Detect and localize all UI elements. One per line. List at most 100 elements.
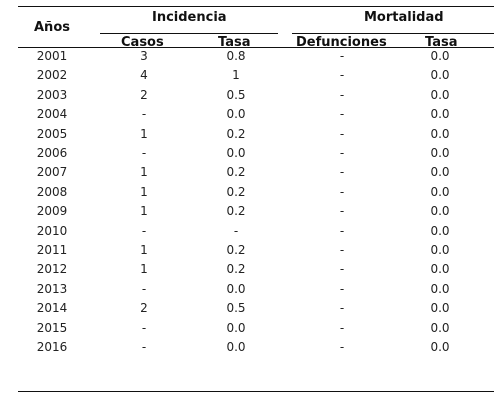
header-incidencia: Incidencia (152, 10, 227, 25)
cell-casos: - (141, 223, 147, 238)
header-mortalidad: Mortalidad (364, 10, 444, 25)
cell-casos: 1 (140, 165, 148, 180)
cell-tasa-mortalidad: 0.0 (430, 243, 450, 257)
cell-tasa-mortalidad: 0.0 (430, 223, 450, 238)
cell-tasa-mortalidad: 0.0 (430, 68, 450, 83)
cell-tasa-incidencia: 0.0 (226, 146, 246, 160)
cell-year: 2010 (36, 223, 68, 238)
cell-defunciones: - (339, 320, 345, 335)
header-defunciones: Defunciones (296, 35, 387, 50)
cell-defunciones: - (339, 243, 345, 257)
cell-tasa-mortalidad: 0.0 (430, 146, 450, 160)
cell-year: 2009 (36, 204, 68, 219)
cell-defunciones: - (339, 68, 345, 83)
table-bottom-rule (18, 391, 494, 392)
cell-year: 2012 (36, 262, 68, 277)
cell-year: 2003 (36, 87, 68, 102)
cell-casos: 2 (140, 87, 148, 102)
cell-tasa-incidencia: - (233, 223, 239, 238)
cell-tasa-incidencia: 0.8 (226, 49, 246, 63)
table-row: 2012 1 0.2 - 0.0 (0, 260, 502, 279)
table-row: 2010 - - - 0.0 (0, 222, 502, 241)
table-row: 2013 - 0.0 - 0.0 (0, 280, 502, 299)
cell-casos: 4 (140, 68, 148, 83)
header-years: Años (34, 20, 70, 35)
cell-defunciones: - (339, 223, 345, 238)
cell-casos: - (141, 146, 147, 160)
table-row: 2003 2 0.5 - 0.0 (0, 86, 502, 105)
cell-casos: 3 (140, 49, 148, 63)
cell-tasa-incidencia: 0.2 (226, 184, 246, 199)
cell-tasa-mortalidad: 0.0 (430, 87, 450, 102)
cell-casos: 1 (140, 126, 148, 141)
cell-tasa-incidencia: 0.0 (226, 281, 246, 296)
cell-defunciones: - (339, 49, 345, 63)
cell-tasa-mortalidad: 0.0 (430, 320, 450, 335)
cell-casos: 1 (140, 243, 148, 257)
cell-casos: - (141, 320, 147, 335)
table-row: 2006 - 0.0 - 0.0 (0, 144, 502, 163)
cell-year: 2006 (36, 146, 68, 160)
cell-year: 2001 (36, 49, 68, 63)
table-row: 2002 4 1 - 0.0 (0, 66, 502, 85)
table-row: 2015 - 0.0 - 0.0 (0, 319, 502, 338)
cell-casos: 1 (140, 204, 148, 219)
cell-tasa-mortalidad: 0.0 (430, 204, 450, 219)
cell-tasa-incidencia: 1 (232, 68, 240, 83)
cell-defunciones: - (339, 301, 345, 316)
cell-casos: - (141, 107, 147, 122)
cell-tasa-mortalidad: 0.0 (430, 340, 450, 354)
cell-tasa-mortalidad: 0.0 (430, 184, 450, 199)
cell-tasa-mortalidad: 0.0 (430, 49, 450, 63)
cell-year: 2005 (36, 126, 68, 141)
cell-tasa-mortalidad: 0.0 (430, 126, 450, 141)
cell-defunciones: - (339, 281, 345, 296)
cell-tasa-incidencia: 0.2 (226, 204, 246, 219)
table-row: 2014 2 0.5 - 0.0 (0, 299, 502, 318)
cell-year: 2011 (36, 243, 68, 257)
table-row: 2011 1 0.2 - 0.0 (0, 241, 502, 260)
cell-tasa-mortalidad: 0.0 (430, 301, 450, 316)
table-row: 2007 1 0.2 - 0.0 (0, 163, 502, 182)
cell-defunciones: - (339, 107, 345, 122)
cell-year: 2015 (36, 320, 68, 335)
cell-year: 2007 (36, 165, 68, 180)
cell-casos: - (141, 281, 147, 296)
mortalidad-group-rule (292, 33, 494, 34)
cell-tasa-incidencia: 0.0 (226, 340, 246, 354)
cell-defunciones: - (339, 87, 345, 102)
header-casos: Casos (121, 35, 164, 50)
table-row: 2005 1 0.2 - 0.0 (0, 125, 502, 144)
table-row: 2009 1 0.2 - 0.0 (0, 202, 502, 221)
cell-tasa-mortalidad: 0.0 (430, 165, 450, 180)
cell-tasa-mortalidad: 0.0 (430, 281, 450, 296)
cell-defunciones: - (339, 126, 345, 141)
table-top-rule (18, 6, 494, 7)
cell-tasa-incidencia: 0.5 (226, 301, 246, 316)
cell-tasa-mortalidad: 0.0 (430, 107, 450, 122)
cell-tasa-mortalidad: 0.0 (430, 262, 450, 277)
table-row: 2008 1 0.2 - 0.0 (0, 183, 502, 202)
cell-year: 2016 (36, 340, 68, 354)
cell-casos: 2 (140, 301, 148, 316)
cell-casos: 1 (140, 262, 148, 277)
cell-year: 2008 (36, 184, 68, 199)
cell-tasa-incidencia: 0.2 (226, 243, 246, 257)
table-row: 2004 - 0.0 - 0.0 (0, 105, 502, 124)
cell-tasa-incidencia: 0.5 (226, 87, 246, 102)
cell-year: 2002 (36, 68, 68, 83)
cell-tasa-incidencia: 0.0 (226, 320, 246, 335)
cell-defunciones: - (339, 146, 345, 160)
cell-year: 2013 (36, 281, 68, 296)
cell-tasa-incidencia: 0.2 (226, 262, 246, 277)
cell-casos: - (141, 340, 147, 354)
cell-defunciones: - (339, 262, 345, 277)
incidencia-group-rule (100, 33, 278, 34)
header-bottom-rule (18, 47, 494, 48)
cell-defunciones: - (339, 184, 345, 199)
header-tasa-incidencia: Tasa (218, 35, 251, 50)
cell-defunciones: - (339, 204, 345, 219)
table-row: 2016 - 0.0 - 0.0 (0, 338, 502, 357)
cell-year: 2004 (36, 107, 68, 122)
